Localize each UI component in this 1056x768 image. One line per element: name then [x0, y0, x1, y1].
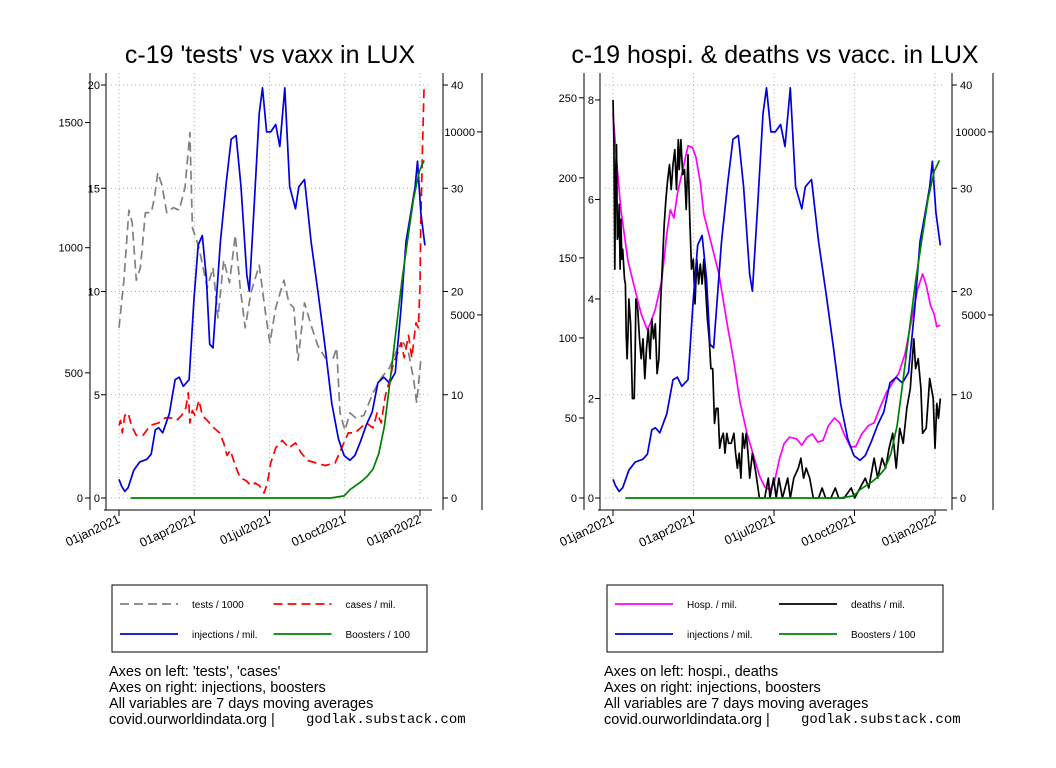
chart-panel-1: c-19 'tests' vs vaxx in LUX0500100015000… [59, 41, 483, 728]
series-line-hosp [612, 113, 941, 491]
tick-label: 40 [960, 80, 972, 92]
tick-label: 30 [960, 183, 972, 195]
footnote-source: covid.ourworldindata.org | [109, 712, 275, 728]
series-line-deaths [612, 99, 942, 499]
tick-label: 4 [588, 294, 594, 306]
tick-label: 01jan2022 [364, 512, 423, 549]
footnote: Axes on left: 'tests', 'cases'Axes on ri… [109, 664, 466, 728]
tick-label: 0 [588, 493, 594, 505]
footnote-line: All variables are 7 days moving averages [604, 696, 868, 712]
footnote-line: Axes on left: 'tests', 'cases' [109, 664, 281, 680]
footnote-source: covid.ourworldindata.org | [604, 712, 770, 728]
legend-label-deaths: deaths / mil. [851, 600, 905, 611]
grid [111, 73, 428, 499]
tick-label: 01apr2021 [137, 512, 197, 550]
legend-box [111, 584, 428, 653]
legend: tests / 1000 cases / mil. injections / mil… [111, 584, 428, 653]
tick-label: 0 [77, 493, 83, 505]
tick-label: 5 [94, 390, 100, 402]
chart-title: c-19 hospi. & deaths vs vacc. in LUX [571, 41, 978, 69]
left-axis-outer: 0 50 100 150 200 250 [559, 73, 585, 510]
legend-label-hosp: Hosp. / mil. [687, 600, 737, 611]
series-line-injections [118, 87, 426, 493]
left-axis-outer: 0 500 1000 1500 [59, 73, 91, 510]
footnote-line: Axes on right: injections, boosters [604, 680, 821, 696]
tick-label: 6 [588, 194, 594, 206]
tick-label: 50 [565, 413, 577, 425]
tick-label: 20 [451, 287, 463, 299]
legend-label-injections: injections / mil. [192, 630, 258, 641]
left-axis-inner: 0 5 10 15 20 [88, 73, 107, 510]
tick-label: 10000 [444, 127, 475, 139]
series-line-boosters [130, 160, 425, 499]
series-line-tests [118, 131, 425, 432]
tick-label: 01jan2022 [879, 512, 938, 549]
legend-label-tests: tests / 1000 [192, 600, 244, 611]
chart-title: c-19 'tests' vs vaxx in LUX [125, 41, 416, 69]
x-axis: 01jan2021 01apr2021 01jul2021 01oct2021 01ja… [63, 509, 432, 550]
right-axis-outer: 5000 10000 [444, 73, 483, 510]
tick-label: 01jan2021 [63, 512, 122, 549]
tick-label: 01oct2021 [289, 512, 348, 549]
right-axis-inner: 0 10 20 30 40 [442, 73, 463, 510]
footnote-site: godlak.substack.com [306, 712, 466, 728]
chart-panel-2: c-19 hospi. & deaths vs vacc. in LUX 0 50 1… [557, 41, 994, 728]
tick-label: 2 [588, 393, 594, 405]
legend-label-injections: injections / mil. [687, 630, 753, 641]
series-line-cases [118, 84, 425, 494]
tick-label: 01jul2021 [218, 512, 273, 548]
tick-label: 250 [559, 93, 577, 105]
tick-label: 01apr2021 [637, 512, 697, 550]
series-line-boosters [625, 160, 941, 499]
tick-label: 10 [451, 390, 463, 402]
footnote-line: All variables are 7 days moving averages [109, 696, 373, 712]
right-axis-outer: 5000 10000 [955, 73, 994, 510]
right-axis-inner: 0 10 20 30 40 [951, 73, 972, 510]
tick-label: 15 [88, 183, 100, 195]
tick-label: 0 [94, 493, 100, 505]
x-axis: 01jan2021 01apr2021 01jul2021 01oct2021 01ja… [557, 509, 947, 550]
tick-label: 40 [451, 80, 463, 92]
footnote-site: godlak.substack.com [801, 712, 961, 728]
tick-label: 10 [88, 287, 100, 299]
tick-label: 0 [960, 493, 966, 505]
legend-box [606, 584, 944, 653]
tick-label: 5000 [451, 310, 475, 322]
tick-label: 150 [559, 253, 577, 265]
tick-label: 8 [588, 95, 594, 107]
left-axis-inner: 0 2 4 6 8 [588, 73, 601, 510]
tick-label: 30 [451, 183, 463, 195]
tick-label: 01oct2021 [799, 512, 858, 549]
tick-label: 01jan2021 [557, 512, 616, 549]
footnote-line: Axes on right: injections, boosters [109, 680, 326, 696]
tick-label: 10000 [955, 127, 986, 139]
tick-label: 1500 [59, 118, 83, 130]
footnote-line: Axes on left: hospi., deaths [604, 664, 778, 680]
tick-label: 20 [960, 287, 972, 299]
tick-label: 500 [65, 368, 83, 380]
tick-label: 1000 [59, 243, 83, 255]
tick-label: 100 [559, 333, 577, 345]
tick-label: 01jul2021 [722, 512, 777, 548]
legend-label-boosters: Boosters / 100 [851, 630, 916, 641]
tick-label: 10 [960, 390, 972, 402]
legend-label-cases: cases / mil. [346, 600, 396, 611]
legend-label-boosters: Boosters / 100 [346, 630, 411, 641]
tick-label: 200 [559, 173, 577, 185]
tick-label: 0 [571, 493, 577, 505]
tick-label: 20 [88, 80, 100, 92]
series-line-injections [612, 87, 942, 493]
tick-label: 0 [451, 493, 457, 505]
tick-label: 5000 [962, 310, 986, 322]
legend: Hosp. / mil. deaths / mil. injections / mi… [606, 584, 944, 653]
